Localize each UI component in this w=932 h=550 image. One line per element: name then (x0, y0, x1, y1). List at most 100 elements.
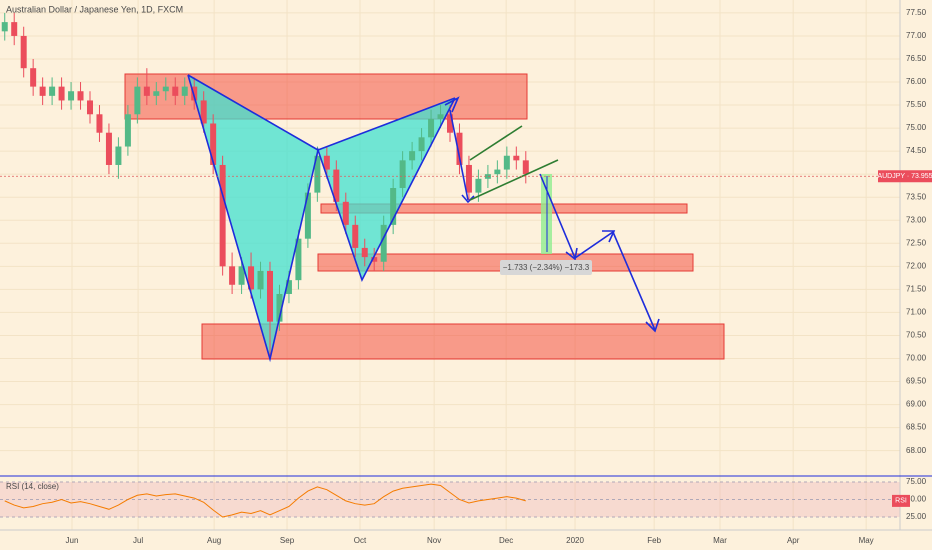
axes (0, 0, 932, 531)
candle-body (49, 86, 56, 96)
candle-body (475, 178, 482, 193)
x-tick-label: Feb (647, 536, 661, 545)
last-price-badge (878, 170, 932, 183)
measure-label-bg (500, 260, 592, 275)
candle-body (503, 155, 510, 170)
x-tick-label: Aug (207, 536, 221, 545)
y-tick-label: 72.00 (906, 261, 927, 270)
rsi-badge (892, 494, 910, 507)
candle-body (172, 86, 179, 96)
candle-body (39, 86, 46, 96)
y-tick-label: 77.50 (906, 8, 927, 17)
y-tick-label: 73.00 (906, 215, 927, 224)
candle-body (124, 114, 131, 147)
channel-line (469, 125, 523, 161)
y-tick-label: 76.50 (906, 54, 927, 63)
arrow-head (602, 230, 616, 243)
x-tick-label: Mar (713, 536, 727, 545)
arrow (449, 109, 469, 201)
arrow-head (565, 247, 578, 261)
x-tick-label: Sep (280, 536, 295, 545)
candle-body (304, 192, 311, 239)
candle-body (153, 91, 160, 96)
candle-body (229, 266, 236, 285)
candle-body (20, 35, 27, 69)
y-tick-label: 75.00 (906, 123, 927, 132)
candle-body (181, 86, 188, 96)
rsi-badge-label: RSI (895, 498, 907, 505)
candle-body (409, 151, 416, 161)
y-tick-label: 74.50 (906, 146, 927, 155)
x-tick-label: Dec (499, 536, 513, 545)
last-price-label: AUDJPY · 73.955 (877, 173, 932, 180)
x-tick-label: May (859, 536, 874, 545)
y-tick-label: 25.00 (906, 512, 927, 521)
x-tick-label: 2020 (566, 536, 584, 545)
y-tick-label: 75.50 (906, 100, 927, 109)
candle-body (447, 114, 453, 133)
candle-body (77, 91, 84, 101)
candle-body (191, 86, 198, 101)
y-tick-label: 71.00 (906, 308, 927, 317)
candle-body (143, 86, 150, 96)
candle-body (30, 68, 37, 87)
candle-body (162, 86, 169, 92)
x-tick-label: Jun (66, 536, 79, 545)
x-tick-label: Jul (133, 536, 143, 545)
y-tick-label: 50.00 (906, 495, 927, 504)
candle-body (267, 270, 273, 322)
candle-body (522, 160, 529, 175)
candles (1, 12, 529, 359)
candle-body (513, 155, 520, 161)
y-tick-label: 76.00 (906, 77, 927, 86)
zone (201, 323, 725, 360)
candle-body (352, 224, 359, 248)
y-tick-label: 69.50 (906, 377, 927, 386)
candle-body (115, 146, 122, 165)
y-tick-label: 69.00 (906, 400, 927, 409)
candle-body (11, 22, 18, 36)
candle-body (257, 270, 264, 290)
y-tick-label: 68.50 (906, 423, 927, 432)
candle-body (333, 169, 340, 202)
y-tick-label: 72.50 (906, 238, 927, 247)
channel-line (469, 159, 559, 201)
arrow (444, 96, 460, 113)
candle-body (200, 100, 207, 124)
candle-body (428, 118, 435, 138)
candle-body (399, 160, 406, 189)
x-tick-label: Oct (354, 536, 367, 545)
y-tick-label: 70.00 (906, 354, 927, 363)
y-tick-label: 77.00 (906, 31, 927, 40)
candle-body (105, 132, 112, 165)
candle-body (276, 293, 283, 322)
candle-body (323, 155, 330, 170)
candle-body (87, 100, 93, 115)
candle-body (465, 164, 472, 193)
rsi-title: RSI (14, close) (6, 482, 59, 491)
candle-body (68, 91, 75, 101)
grid (0, 0, 900, 530)
chart-title: Australian Dollar / Japanese Yen, 1D, FX… (6, 4, 183, 14)
zone (124, 73, 528, 120)
candle-body (96, 114, 103, 133)
projection (539, 173, 656, 331)
y-tick-label: 73.50 (906, 192, 927, 201)
y-tick-label: 75.00 (906, 477, 927, 486)
arrow-head (645, 318, 660, 333)
candle-body (418, 137, 425, 152)
zone (320, 203, 688, 214)
candle-body (58, 86, 65, 101)
candle-body (342, 201, 349, 225)
candle-body (456, 132, 463, 165)
candle-body (248, 266, 255, 290)
y-tick-label: 71.50 (906, 284, 927, 293)
candle-body (390, 188, 397, 225)
candle-body (361, 247, 368, 258)
candle-body (210, 123, 217, 165)
arrow-head (461, 194, 475, 204)
candle-body (437, 114, 444, 119)
candle-body (314, 155, 321, 193)
candle-body (295, 238, 302, 281)
candle-body (1, 22, 8, 32)
